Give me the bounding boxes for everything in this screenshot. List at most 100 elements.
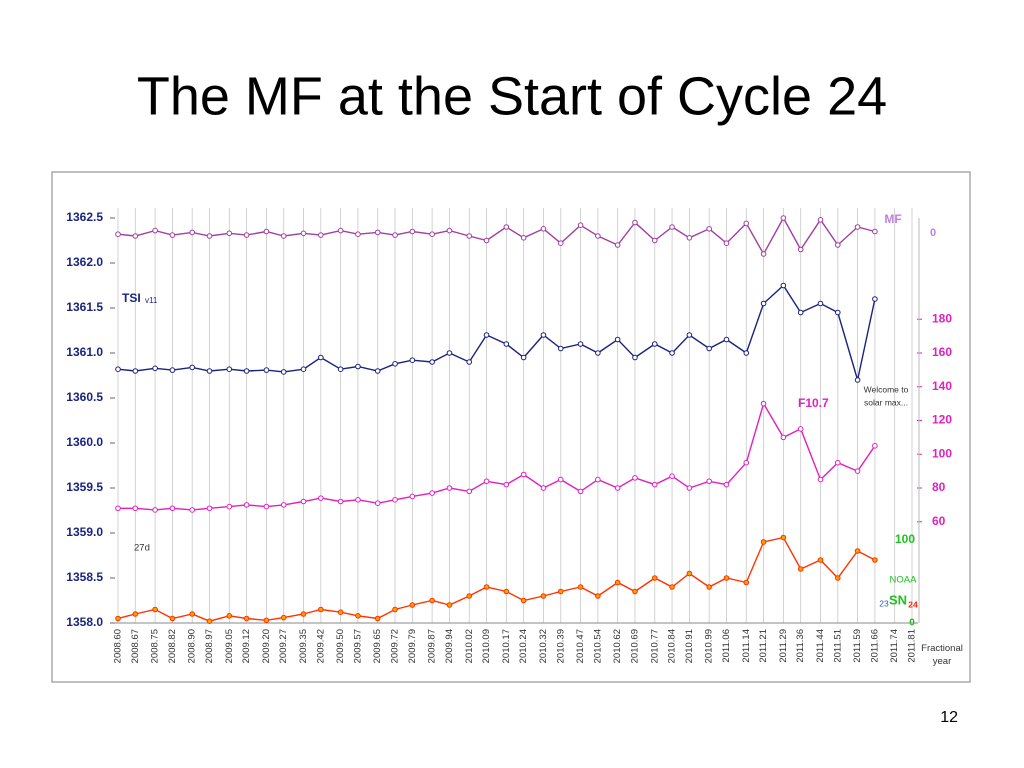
series-point	[355, 363, 361, 370]
series-point	[337, 498, 344, 505]
series-point	[152, 365, 158, 372]
series-point	[503, 481, 510, 488]
annotation: 27d	[134, 543, 150, 554]
x-tick-label: 2011.14	[741, 629, 752, 663]
series-point	[577, 341, 584, 347]
x-tick-label: 2009.20	[261, 629, 272, 663]
y-tick-label: 1358.0	[66, 615, 103, 629]
series-point	[686, 570, 693, 577]
series-point	[872, 296, 878, 302]
x-tick-label: 2009.50	[335, 629, 346, 663]
series-point	[300, 611, 307, 617]
annotation: TSI	[122, 291, 141, 305]
series-point	[280, 614, 287, 621]
series-point	[132, 233, 139, 239]
y2-tick-label: 140	[932, 379, 952, 393]
series-point	[409, 228, 416, 235]
x-tick-label: 2010.54	[592, 629, 603, 663]
series-point	[595, 593, 601, 599]
series-point	[503, 224, 510, 230]
x-tick-label: 2011.21	[758, 629, 769, 663]
y-tick-label: 1362.0	[66, 255, 103, 269]
series-point	[409, 493, 416, 500]
series-point	[854, 548, 861, 554]
series-point	[263, 228, 270, 235]
series-point	[318, 354, 324, 361]
y2-tick-label: 60	[932, 514, 946, 528]
series-point	[632, 354, 638, 361]
series-point	[466, 593, 473, 599]
x-tick-label: 2009.05	[224, 629, 235, 663]
y-tick-label: 1358.5	[66, 570, 103, 584]
y-tick-label: 1359.0	[66, 525, 103, 539]
series-point	[577, 488, 584, 495]
x-tick-label: 2011.59	[852, 629, 863, 663]
series-point	[686, 235, 693, 241]
series-point	[686, 332, 693, 338]
series-point	[206, 505, 213, 512]
x-tick-label: 2010.47	[575, 629, 586, 663]
series-point	[132, 368, 139, 374]
series-point	[817, 300, 824, 307]
series-point	[872, 228, 878, 235]
x-tick-label: 2010.09	[481, 629, 492, 663]
series-point	[834, 242, 841, 248]
series-point	[189, 364, 196, 371]
series-point	[614, 579, 621, 586]
series-point	[760, 251, 767, 257]
x-tick-label: 2008.60	[113, 629, 124, 663]
series-point	[446, 227, 453, 234]
series-point	[226, 230, 233, 237]
series-point	[374, 229, 381, 236]
x-tick-label: 2010.62	[612, 629, 623, 663]
series-point	[669, 584, 675, 590]
annotation: SN	[889, 592, 907, 607]
x-tick-label: 2008.97	[204, 629, 215, 663]
annotation: NOAA	[890, 575, 918, 586]
series-point	[797, 309, 804, 316]
series-point	[651, 481, 658, 488]
series-point	[651, 575, 658, 581]
series-point	[686, 485, 693, 491]
series-point	[429, 490, 435, 496]
series-point	[797, 246, 804, 253]
series-point	[854, 377, 861, 383]
series-point	[540, 485, 547, 491]
series-point	[243, 368, 250, 374]
annotation: MF	[884, 212, 901, 226]
series-point	[466, 359, 473, 365]
x-tick-label: 2010.69	[629, 629, 640, 663]
series-point	[169, 367, 176, 373]
series-point	[706, 226, 712, 232]
series-point	[595, 476, 601, 483]
x-tick-label: 2011.29	[778, 629, 789, 663]
x-tick-label: 2010.99	[704, 629, 715, 663]
x-tick-label: 2011.74	[889, 629, 900, 663]
x-tick-label: 2009.35	[298, 629, 309, 663]
x-tick-label: 2011.66	[869, 629, 880, 663]
series-point	[520, 354, 527, 361]
series-point	[632, 475, 638, 481]
series-point	[834, 575, 841, 581]
y-tick-label: 1360.5	[66, 390, 103, 404]
x-tick-label: 2008.90	[187, 629, 198, 663]
series-point	[374, 500, 381, 506]
series-point	[760, 300, 767, 307]
x-tick-label: 2010.84	[667, 629, 678, 663]
series-point	[263, 617, 270, 624]
series-point	[797, 566, 804, 572]
x-tick-label: 2009.12	[241, 629, 252, 663]
series-point	[743, 350, 750, 356]
x-tick-label: 2009.27	[278, 629, 289, 663]
series-point	[743, 220, 750, 227]
series-point	[355, 613, 361, 619]
series-point	[854, 224, 861, 230]
series-point	[540, 332, 547, 338]
series-point	[669, 473, 675, 479]
series-point	[577, 222, 584, 228]
series-point	[723, 481, 730, 488]
series-point	[132, 611, 139, 617]
series-point	[392, 232, 398, 238]
series-point	[318, 606, 324, 613]
series-point	[263, 367, 270, 373]
